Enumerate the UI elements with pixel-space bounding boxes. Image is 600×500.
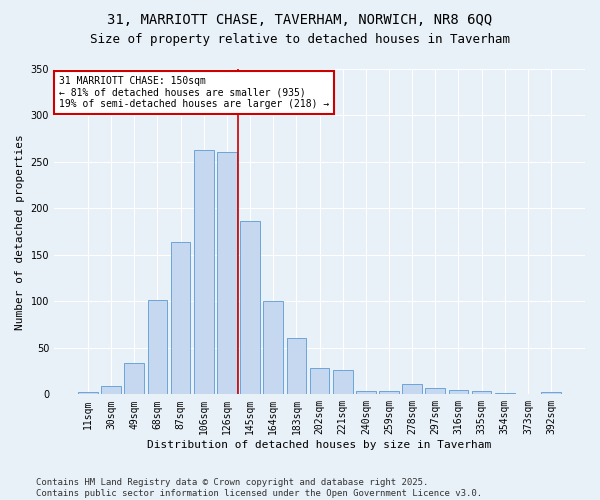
Bar — [472, 390, 491, 394]
Text: 31 MARRIOTT CHASE: 150sqm
← 81% of detached houses are smaller (935)
19% of semi: 31 MARRIOTT CHASE: 150sqm ← 81% of detac… — [59, 76, 329, 108]
Bar — [310, 368, 329, 394]
Bar — [217, 152, 237, 394]
Y-axis label: Number of detached properties: Number of detached properties — [15, 134, 25, 330]
Bar — [78, 392, 98, 394]
Bar — [333, 370, 353, 394]
Bar — [402, 384, 422, 394]
Bar — [425, 388, 445, 394]
Bar — [148, 300, 167, 394]
Bar — [287, 338, 306, 394]
Bar — [171, 242, 190, 394]
Text: Size of property relative to detached houses in Taverham: Size of property relative to detached ho… — [90, 32, 510, 46]
Bar — [101, 386, 121, 394]
Bar — [356, 390, 376, 394]
Bar — [379, 390, 399, 394]
Text: Contains HM Land Registry data © Crown copyright and database right 2025.
Contai: Contains HM Land Registry data © Crown c… — [36, 478, 482, 498]
Bar — [124, 362, 144, 394]
Bar — [194, 150, 214, 394]
Bar — [240, 220, 260, 394]
Bar — [449, 390, 468, 394]
Bar — [541, 392, 561, 394]
X-axis label: Distribution of detached houses by size in Taverham: Distribution of detached houses by size … — [148, 440, 491, 450]
Bar — [263, 302, 283, 394]
Text: 31, MARRIOTT CHASE, TAVERHAM, NORWICH, NR8 6QQ: 31, MARRIOTT CHASE, TAVERHAM, NORWICH, N… — [107, 12, 493, 26]
